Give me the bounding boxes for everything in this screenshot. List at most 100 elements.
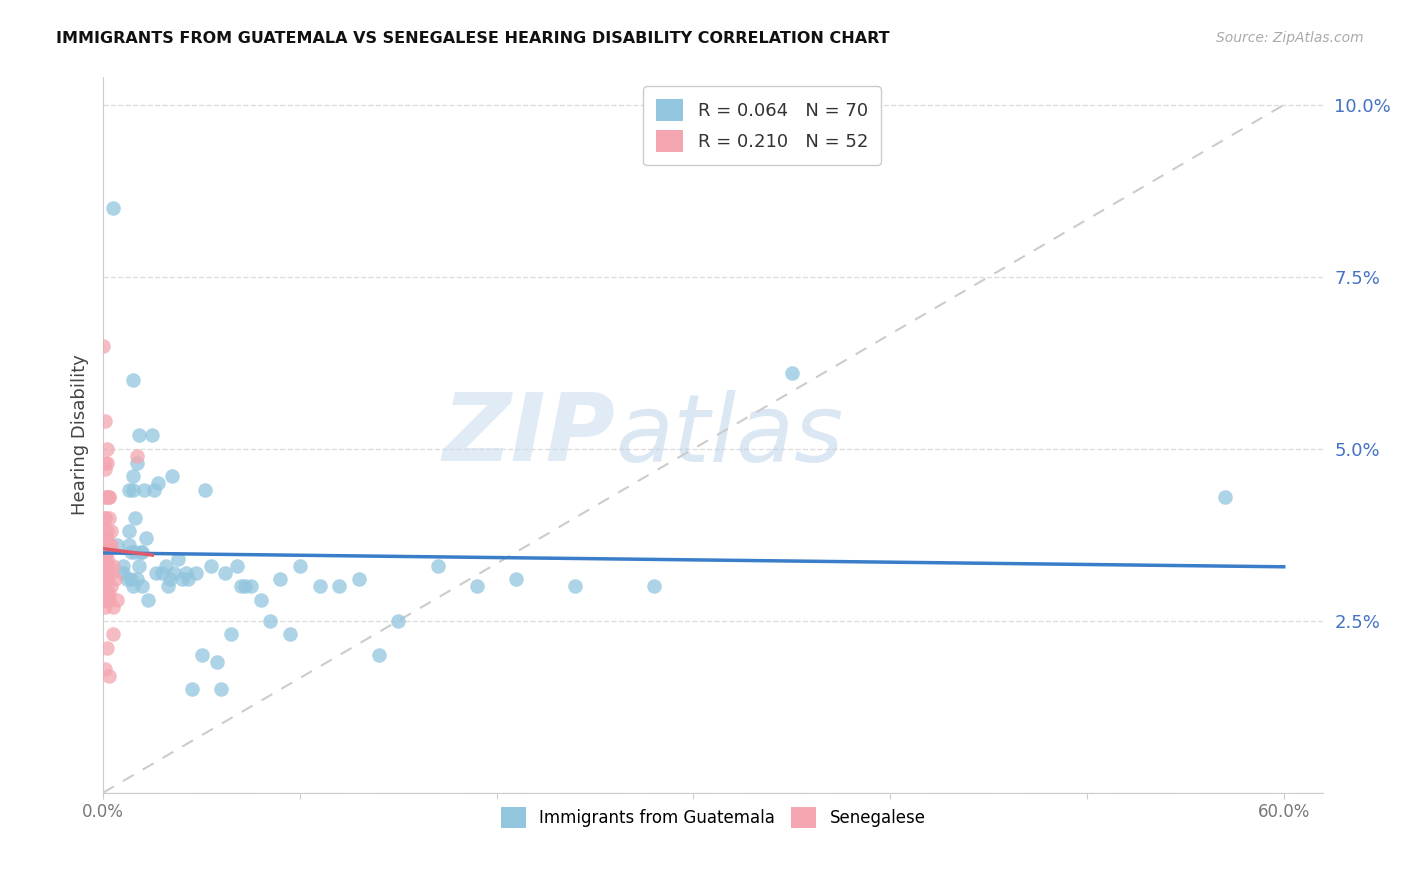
Point <box>96 551 118 566</box>
Point <box>96 524 118 539</box>
Point <box>96 531 118 545</box>
Point <box>174 566 197 580</box>
Point <box>564 579 586 593</box>
Point <box>125 449 148 463</box>
Point <box>101 201 124 215</box>
Point <box>194 483 217 497</box>
Point <box>288 558 311 573</box>
Point <box>1213 490 1236 504</box>
Point <box>98 558 121 573</box>
Point <box>94 566 117 580</box>
Point <box>98 510 121 524</box>
Point <box>145 566 167 580</box>
Point <box>120 573 142 587</box>
Point <box>94 573 117 587</box>
Point <box>111 558 134 573</box>
Point <box>94 593 117 607</box>
Point <box>94 414 117 428</box>
Point <box>96 573 118 587</box>
Point <box>91 558 114 573</box>
Point <box>101 558 124 573</box>
Point <box>96 558 118 573</box>
Point <box>94 662 117 676</box>
Point <box>249 593 271 607</box>
Point <box>143 483 166 497</box>
Text: IMMIGRANTS FROM GUATEMALA VS SENEGALESE HEARING DISABILITY CORRELATION CHART: IMMIGRANTS FROM GUATEMALA VS SENEGALESE … <box>56 31 890 46</box>
Point <box>131 579 153 593</box>
Point <box>100 566 122 580</box>
Point <box>111 566 134 580</box>
Point <box>96 538 118 552</box>
Text: ZIP: ZIP <box>443 389 616 481</box>
Point <box>219 627 242 641</box>
Point <box>98 669 121 683</box>
Point <box>94 551 117 566</box>
Point <box>141 428 163 442</box>
Point <box>155 558 177 573</box>
Text: Source: ZipAtlas.com: Source: ZipAtlas.com <box>1216 31 1364 45</box>
Point <box>128 428 150 442</box>
Point <box>98 538 121 552</box>
Point <box>96 456 118 470</box>
Point <box>104 573 127 587</box>
Point <box>163 566 186 580</box>
Point <box>159 573 181 587</box>
Point <box>98 538 121 552</box>
Point <box>121 483 143 497</box>
Point <box>94 490 117 504</box>
Point <box>278 627 301 641</box>
Point <box>101 627 124 641</box>
Point <box>105 593 128 607</box>
Point <box>91 338 114 352</box>
Point <box>100 538 122 552</box>
Point <box>214 566 236 580</box>
Point <box>229 579 252 593</box>
Point <box>121 373 143 387</box>
Point <box>209 682 232 697</box>
Point <box>124 510 146 524</box>
Point <box>121 579 143 593</box>
Point <box>94 510 117 524</box>
Point <box>118 524 141 539</box>
Point <box>170 573 193 587</box>
Point <box>98 490 121 504</box>
Point <box>269 573 291 587</box>
Legend: Immigrants from Guatemala, Senegalese: Immigrants from Guatemala, Senegalese <box>494 801 932 834</box>
Point <box>131 545 153 559</box>
Point <box>124 545 146 559</box>
Point <box>101 599 124 614</box>
Point <box>96 545 118 559</box>
Point <box>96 566 118 580</box>
Point <box>780 366 803 380</box>
Point <box>94 524 117 539</box>
Point <box>387 614 409 628</box>
Point <box>328 579 350 593</box>
Point <box>134 483 156 497</box>
Point <box>129 545 152 559</box>
Y-axis label: Hearing Disability: Hearing Disability <box>72 355 89 516</box>
Point <box>94 579 117 593</box>
Point <box>120 545 142 559</box>
Point <box>180 682 202 697</box>
Point <box>100 524 122 539</box>
Text: atlas: atlas <box>616 390 844 481</box>
Point <box>128 558 150 573</box>
Point <box>259 614 281 628</box>
Point <box>226 558 249 573</box>
Point <box>160 469 183 483</box>
Point <box>118 538 141 552</box>
Point <box>367 648 389 662</box>
Point <box>465 579 488 593</box>
Point <box>233 579 256 593</box>
Point <box>94 558 117 573</box>
Point <box>157 579 180 593</box>
Point <box>94 599 117 614</box>
Point <box>115 573 138 587</box>
Point <box>239 579 262 593</box>
Point <box>96 490 118 504</box>
Point <box>94 510 117 524</box>
Point <box>96 641 118 656</box>
Point <box>190 648 212 662</box>
Point <box>98 593 121 607</box>
Point <box>94 545 117 559</box>
